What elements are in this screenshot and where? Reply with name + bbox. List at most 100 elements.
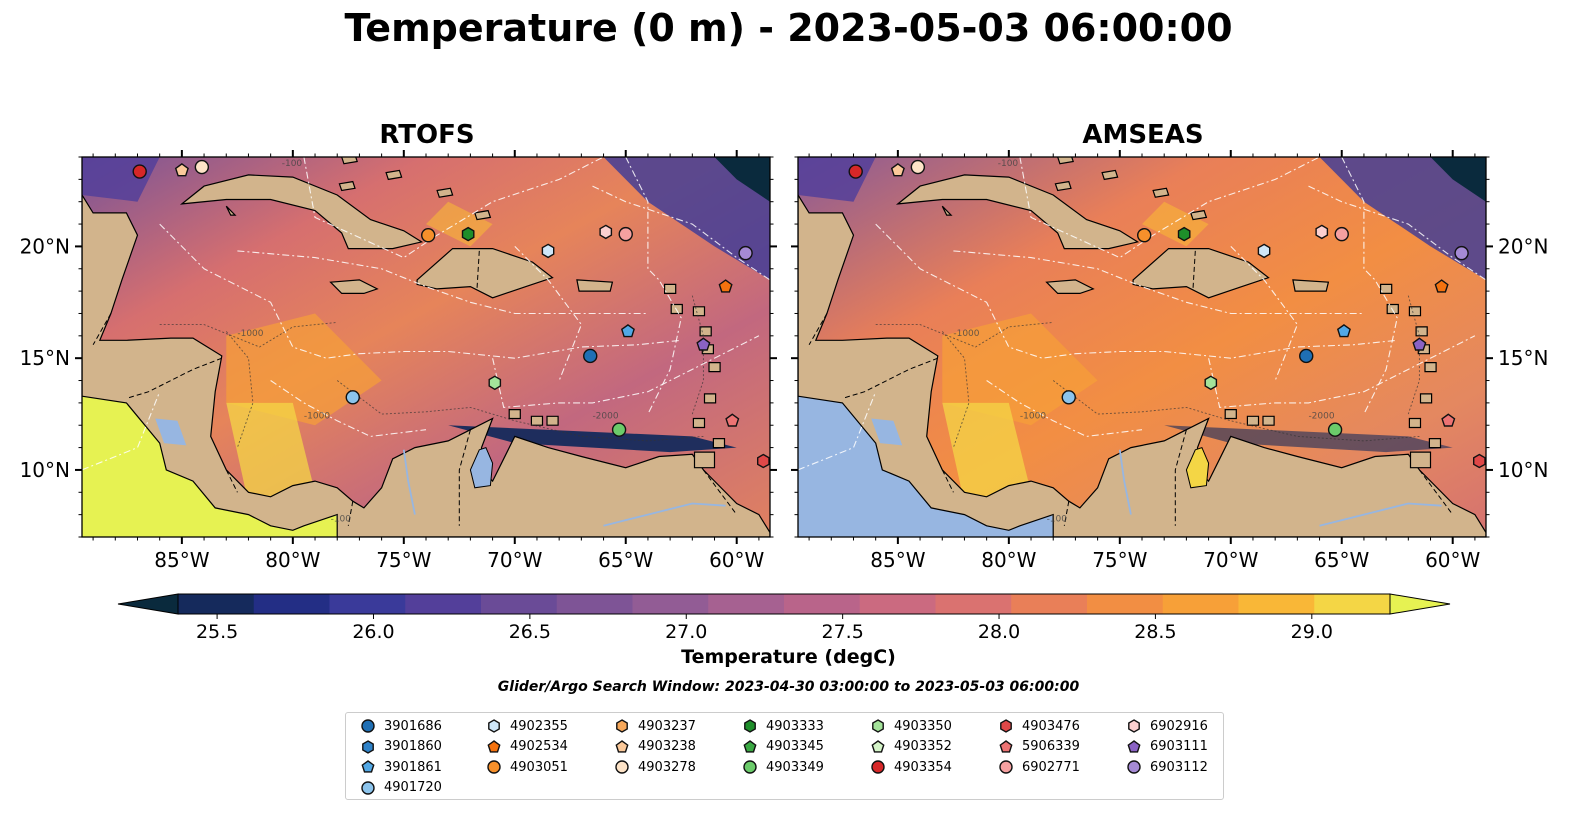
map-panel-rtofs: -100 -1000 -1000 -2000 -100 85°W 80°W 75°W 70°W 6… <box>20 150 777 572</box>
lesser-antilles-island-3 <box>1424 362 1437 373</box>
lon-tick-label: 70°W <box>1203 548 1258 572</box>
panel-title-amseas: AMSEAS <box>1082 120 1204 150</box>
colorbar: 25.5 26.0 26.5 27.0 27.5 28.0 28.5 29.0 <box>117 593 1451 643</box>
legend-item-5906339: 5906339 <box>998 737 1080 757</box>
hexagon-marker-icon <box>1000 719 1012 733</box>
legend-item-6902916: 6902916 <box>1126 716 1208 736</box>
lon-tick-label: 85°W <box>154 548 209 572</box>
circle-marker-icon <box>487 760 501 774</box>
float-marker-4903350 <box>1204 375 1218 391</box>
colorbar-extend-low <box>117 593 179 615</box>
hexagon-marker-icon <box>362 739 374 754</box>
hispaniola-land <box>1132 248 1270 299</box>
legend-item-3901860: 3901860 <box>360 737 442 757</box>
legend-label: 3901861 <box>384 759 442 775</box>
legend-label: 3901686 <box>384 718 442 734</box>
colorbar-bin <box>253 594 330 614</box>
legend-item-4903238: 4903238 <box>614 737 696 757</box>
legend-label: 4903051 <box>510 759 568 775</box>
colorbar-bin <box>556 594 633 614</box>
float-marker-4903278 <box>194 159 210 175</box>
trinidad-land <box>693 451 716 469</box>
pentagon-marker-icon <box>743 739 757 753</box>
lat-tick-label: 20°N <box>20 234 70 258</box>
pentagon-marker-icon <box>361 760 375 773</box>
isla-juventud-land <box>941 205 953 216</box>
lon-tick-label: 75°W <box>376 548 431 572</box>
pentagon-marker-icon <box>999 739 1013 753</box>
lat-tick-label: 20°N <box>1498 234 1548 258</box>
colorbar-bin <box>329 594 406 614</box>
pentagon-marker-icon <box>1127 739 1141 753</box>
float-marker-4903278 <box>910 159 926 175</box>
lake-nicaragua <box>155 418 187 446</box>
colorbar-tick-label: 26.5 <box>509 621 551 643</box>
pentagon-marker-icon <box>487 739 501 753</box>
float-marker-6902916 <box>599 224 613 240</box>
hexagon-marker-icon <box>616 719 628 733</box>
float-marker-4902355 <box>1257 243 1271 259</box>
contour-label: -1000 <box>237 329 263 339</box>
legend-label: 4903350 <box>894 718 952 734</box>
float-marker-4903476 <box>1472 453 1486 469</box>
legend-label: 4903238 <box>638 739 696 754</box>
float-marker-4903354 <box>848 164 863 179</box>
circle-marker-icon <box>999 760 1013 774</box>
bahamas-island-4 <box>338 180 356 192</box>
legend-item-4902355: 4902355 <box>486 716 568 736</box>
legend: 3901686 3901860 3901861 4901720 4902355 49025… <box>345 712 1224 800</box>
pentagon-marker-icon <box>615 739 629 753</box>
colorbar-bin <box>859 594 936 614</box>
legend-label: 4902355 <box>510 718 568 734</box>
colorbar-bin <box>405 594 482 614</box>
lesser-antilles-island-4 <box>703 393 717 404</box>
colorbar-bin <box>481 594 558 614</box>
float-marker-4903349 <box>611 422 627 437</box>
bahamas-island-1 <box>1101 169 1119 181</box>
float-marker-6902916 <box>1315 224 1329 240</box>
mainland-land <box>82 193 770 537</box>
legend-label: 4903333 <box>766 718 824 734</box>
lesser-antilles-island-11 <box>508 409 521 420</box>
colorbar-extend-high <box>1389 593 1451 615</box>
float-marker-6902771 <box>618 226 633 242</box>
float-marker-5906339 <box>725 413 740 427</box>
float-marker-6903112 <box>1454 245 1469 261</box>
lake-maracaibo <box>469 446 494 489</box>
legend-item-4903237: 4903237 <box>614 716 696 736</box>
legend-label: 6903112 <box>1150 759 1208 775</box>
lesser-antilles-island-0 <box>692 306 706 317</box>
legend-item-4903345: 4903345 <box>742 737 824 757</box>
bahamas-island-4 <box>1054 180 1072 192</box>
figure-title: Temperature (0 m) - 2023-05-03 06:00:00 <box>344 6 1233 50</box>
hexagon-marker-icon <box>744 719 756 733</box>
lon-tick-label: 60°W <box>1425 548 1480 572</box>
legend-item-4903350: 4903350 <box>870 716 952 736</box>
colorbar-bin <box>1314 594 1391 614</box>
float-marker-3901686 <box>583 348 598 364</box>
lesser-antilles-island-7 <box>1379 283 1393 294</box>
bahamas-island-3 <box>474 209 492 221</box>
colorbar-label: Temperature (degC) <box>681 646 896 668</box>
circle-marker-icon <box>615 760 629 774</box>
isla-juventud-land <box>225 205 237 216</box>
legend-item-4901720: 4901720 <box>360 778 442 798</box>
legend-label: 3901860 <box>384 739 442 754</box>
float-marker-4903349 <box>1327 422 1343 437</box>
circle-marker-icon <box>743 760 757 774</box>
lesser-antilles-island-0 <box>1408 306 1422 317</box>
lon-tick-label: 80°W <box>981 548 1036 572</box>
colorbar-tick-label: 28.0 <box>978 621 1020 643</box>
lesser-antilles-island-7 <box>663 283 677 294</box>
circle-marker-icon <box>361 719 375 733</box>
contour-label: -1000 <box>304 412 330 422</box>
lat-tick-label: 15°N <box>20 346 70 370</box>
contour-label: -100 <box>282 159 303 169</box>
lesser-antilles-island-10 <box>1262 415 1275 426</box>
colorbar-bin <box>1162 594 1239 614</box>
lon-tick-label: 60°W <box>709 548 764 572</box>
lesser-antilles-island-9 <box>1246 415 1260 426</box>
bahamas-island-2 <box>1152 187 1170 198</box>
hispaniola-land <box>416 248 554 299</box>
